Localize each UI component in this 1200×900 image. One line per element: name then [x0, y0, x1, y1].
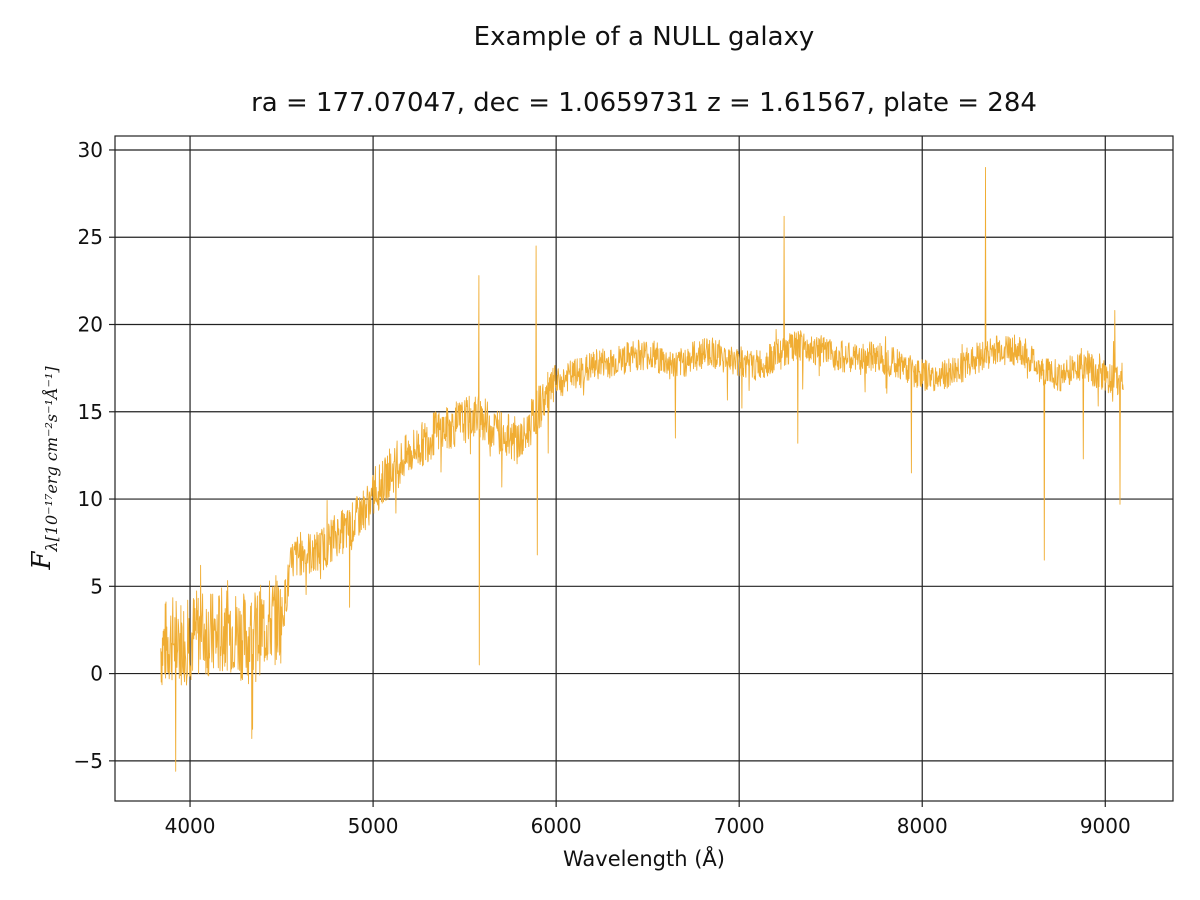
y-tick-label: 15 — [78, 400, 103, 424]
x-tick-label: 5000 — [348, 814, 399, 838]
axes-frame — [114, 135, 1174, 802]
chart-subtitle: ra = 177.07047, dec = 1.0659731 z = 1.61… — [251, 88, 1037, 118]
y-tick-label: −5 — [74, 749, 103, 773]
x-tick-label: 6000 — [531, 814, 582, 838]
y-tick-label: 5 — [90, 574, 103, 598]
spectrum-line — [160, 166, 1124, 772]
x-tick-label: 9000 — [1080, 814, 1131, 838]
grid — [115, 136, 1173, 801]
x-axis-label: Wavelength (Å) — [563, 845, 725, 871]
y-axis-label-sub: λ[10⁻¹⁷erg cm⁻²s⁻¹Å⁻¹] — [41, 366, 61, 553]
x-tick-label: 4000 — [165, 814, 216, 838]
ticks: 4000 5000 6000 7000 8000 9000 −5 0 5 10 15 20 25 30 — [74, 138, 1131, 838]
y-tick-label: 20 — [78, 313, 103, 337]
y-axis-label-main: F — [27, 551, 57, 571]
x-tick-label: 8000 — [897, 814, 948, 838]
y-axis-label: Fλ[10⁻¹⁷erg cm⁻²s⁻¹Å⁻¹] — [27, 366, 61, 571]
plot-area — [160, 166, 1124, 772]
y-tick-label: 30 — [78, 138, 103, 162]
chart-title: Example of a NULL galaxy — [473, 22, 815, 52]
svg-text:Fλ[10⁻¹⁷erg cm⁻²s⁻¹Å⁻¹]: Fλ[10⁻¹⁷erg cm⁻²s⁻¹Å⁻¹] — [27, 366, 61, 571]
y-tick-label: 10 — [78, 487, 103, 511]
x-tick-label: 7000 — [714, 814, 765, 838]
y-tick-label: 0 — [90, 662, 103, 686]
y-tick-label: 25 — [78, 225, 103, 249]
